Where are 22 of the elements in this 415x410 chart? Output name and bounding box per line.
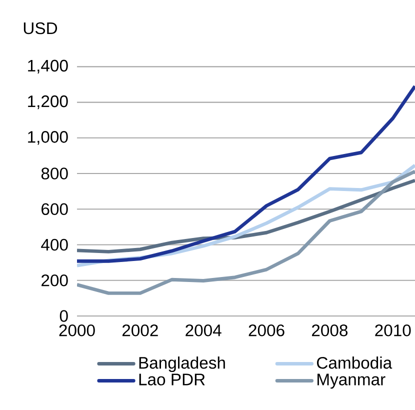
x-tick-label: 2004 (186, 324, 222, 336)
x-tick-label: 2008 (312, 324, 348, 336)
y-tick-label: 600 (42, 203, 68, 216)
y-tick-label: 800 (41, 168, 68, 180)
x-tick-label: 2000 (59, 324, 95, 336)
legend-label: Bangladesh (139, 356, 225, 372)
line-series (77, 170, 415, 295)
y-tick-label: 1,400 (28, 60, 68, 74)
legend-label: Cambodia (317, 356, 392, 369)
y-tick-label: 1,000 (28, 131, 68, 145)
y-tick-label: 1,200 (28, 95, 68, 110)
legend-label: Myanmar (318, 374, 386, 389)
y-tick-label: 200 (42, 274, 68, 286)
legend-label: Lao PDR (139, 374, 205, 386)
y-tick-label: 0 (60, 310, 68, 322)
y-axis-title: USD (24, 22, 58, 34)
line-series (77, 178, 415, 254)
x-tick-label: 2010 (375, 324, 411, 336)
x-tick-label: 2002 (122, 324, 158, 336)
x-tick-label: 2006 (248, 324, 284, 336)
y-tick-label: 400 (41, 238, 68, 251)
line-series (77, 84, 415, 263)
